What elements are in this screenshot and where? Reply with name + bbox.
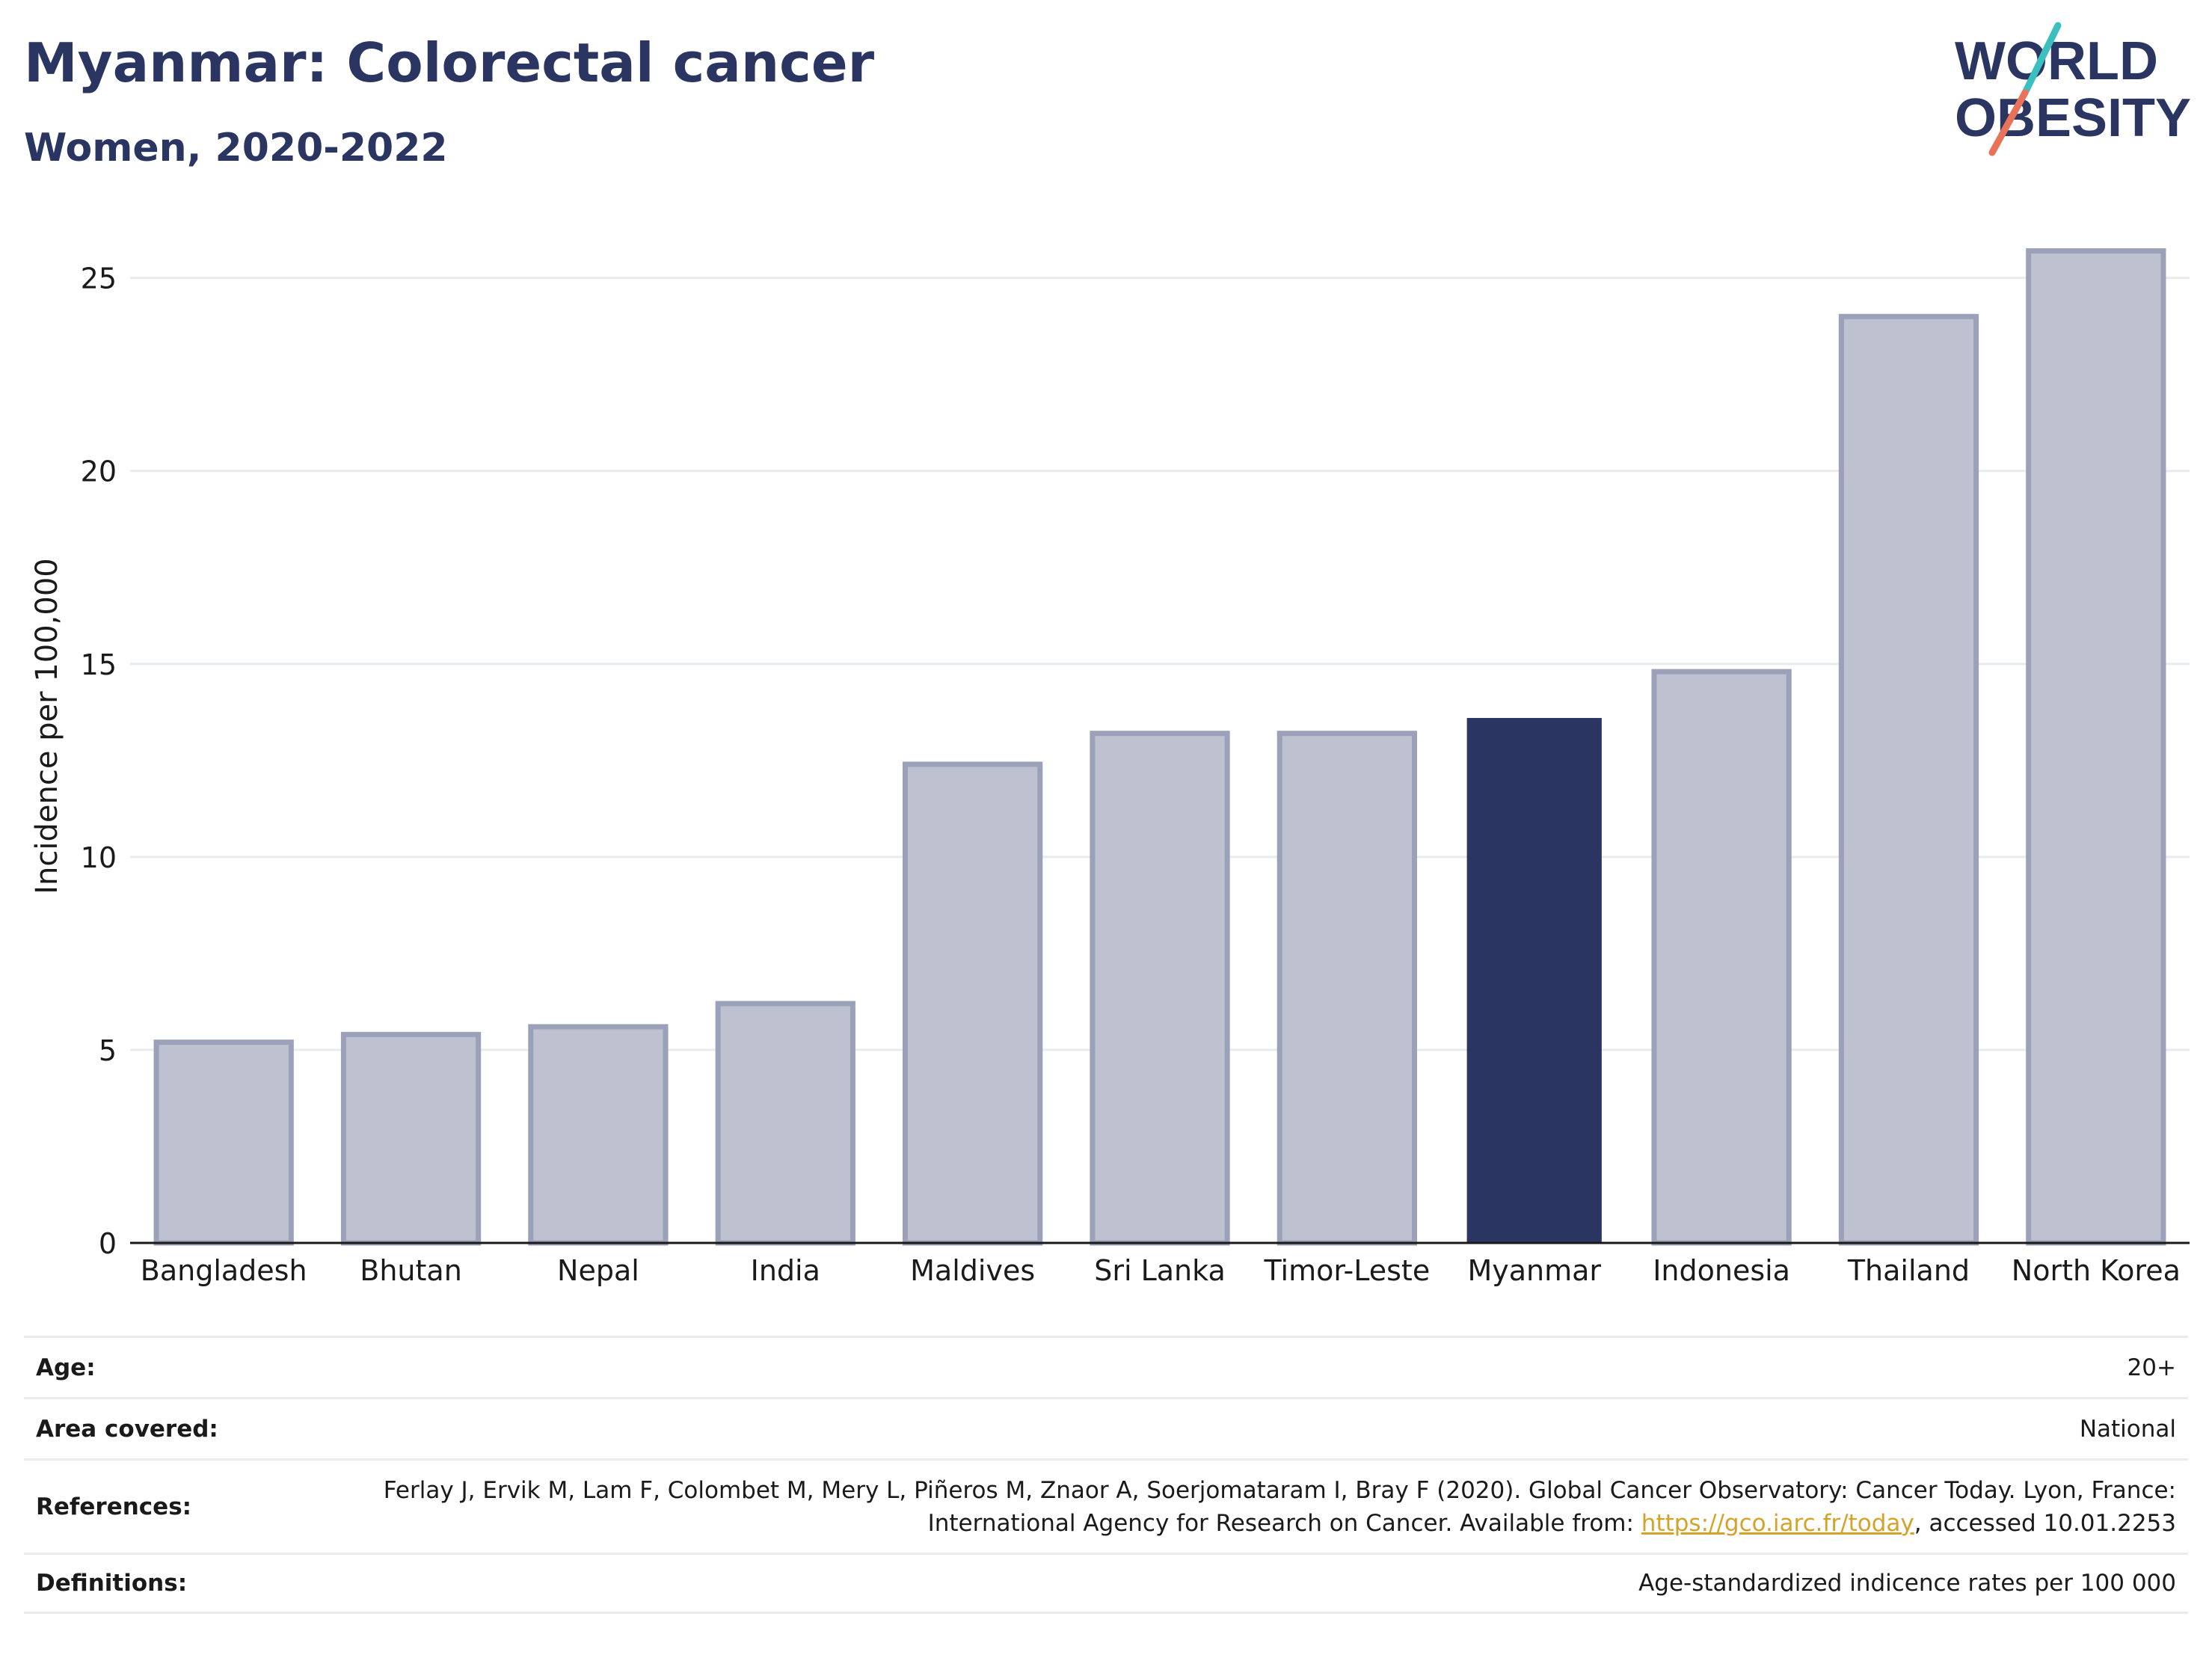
meta-row-age: Age: 20+: [24, 1336, 2188, 1397]
meta-references-label: References:: [36, 1493, 192, 1520]
logo-slash-coral: [1988, 89, 2029, 156]
x-tick-label: Timor-Leste: [1263, 1254, 1430, 1287]
bar-sri-lanka: [1090, 731, 1230, 1246]
meta-definitions-label: Definitions:: [36, 1570, 188, 1597]
meta-area-value: National: [2079, 1415, 2176, 1443]
bar-thailand: [1838, 313, 1979, 1246]
meta-row-references: References: Ferlay J, Ervik M, Lam F, Co…: [24, 1458, 2188, 1553]
y-tick-labels: 0 5 10 15 20 25: [81, 262, 117, 1260]
logo-line-world: WORLD: [1955, 31, 2158, 91]
x-tick-label: Thailand: [1847, 1254, 1970, 1287]
x-tick-label: North Korea: [2012, 1254, 2181, 1287]
x-tick-label: Sri Lanka: [1094, 1254, 1226, 1287]
y-tick-label: 25: [81, 262, 117, 295]
bars: [153, 248, 2166, 1246]
meta-references-value: Ferlay J, Ervik M, Lam F, Colombet M, Me…: [191, 1474, 2176, 1540]
x-tick-label: India: [751, 1254, 820, 1287]
bar-indonesia: [1651, 669, 1792, 1246]
bar-chart: 0 5 10 15 20 25 Bangladesh Bhutan Nepal India Mal…: [30, 248, 2190, 1287]
bar-timor-leste: [1276, 731, 1417, 1246]
x-tick-label: Myanmar: [1467, 1254, 1601, 1287]
x-tick-label: Indonesia: [1653, 1254, 1790, 1287]
bar-nepal: [528, 1024, 669, 1246]
meta-age-label: Age:: [36, 1354, 96, 1381]
y-tick-label: 0: [99, 1227, 117, 1260]
y-tick-label: 15: [81, 648, 117, 681]
bar-maldives: [903, 761, 1043, 1246]
references-text: Ferlay J, Ervik M, Lam F, Colombet M, Me…: [383, 1476, 2176, 1537]
metadata-table: Age: 20+ Area covered: National Referenc…: [24, 1336, 2188, 1614]
x-tick-labels: Bangladesh Bhutan Nepal India Maldives Sri La…: [141, 1254, 2181, 1287]
y-tick-label: 10: [81, 841, 117, 874]
chart-title: Myanmar: Colorectal cancer: [24, 31, 875, 94]
world-obesity-logo: WORLD OBESITY: [1955, 22, 2191, 156]
logo-line-obesity: OBESITY: [1955, 88, 2191, 148]
chart-subtitle: Women, 2020-2022: [24, 126, 448, 171]
references-link[interactable]: https://gco.iarc.fr/today: [1641, 1509, 1914, 1537]
x-tick-label: Bangladesh: [141, 1254, 307, 1287]
x-tick-label: Maldives: [910, 1254, 1035, 1287]
bar-north-korea: [2026, 248, 2166, 1246]
meta-age-value: 20+: [2127, 1354, 2176, 1381]
meta-definitions-value: Age-standardized indicence rates per 100…: [1638, 1570, 2176, 1597]
y-tick-label: 20: [81, 455, 117, 488]
x-tick-label: Nepal: [557, 1254, 639, 1287]
meta-row-definitions: Definitions: Age-standardized indicence …: [24, 1553, 2188, 1614]
references-accessed: , accessed 10.01.2253: [1914, 1509, 2176, 1537]
meta-row-area: Area covered: National: [24, 1397, 2188, 1458]
y-axis-label: Incidence per 100,000: [30, 558, 64, 894]
bar-myanmar: [1466, 718, 1602, 1243]
x-tick-label: Bhutan: [360, 1254, 462, 1287]
y-tick-label: 5: [99, 1034, 117, 1067]
bar-bangladesh: [153, 1040, 294, 1246]
meta-area-label: Area covered:: [36, 1415, 218, 1443]
bar-india: [715, 1001, 855, 1246]
bar-bhutan: [340, 1031, 482, 1246]
logo-slash-teal: [2021, 22, 2062, 96]
